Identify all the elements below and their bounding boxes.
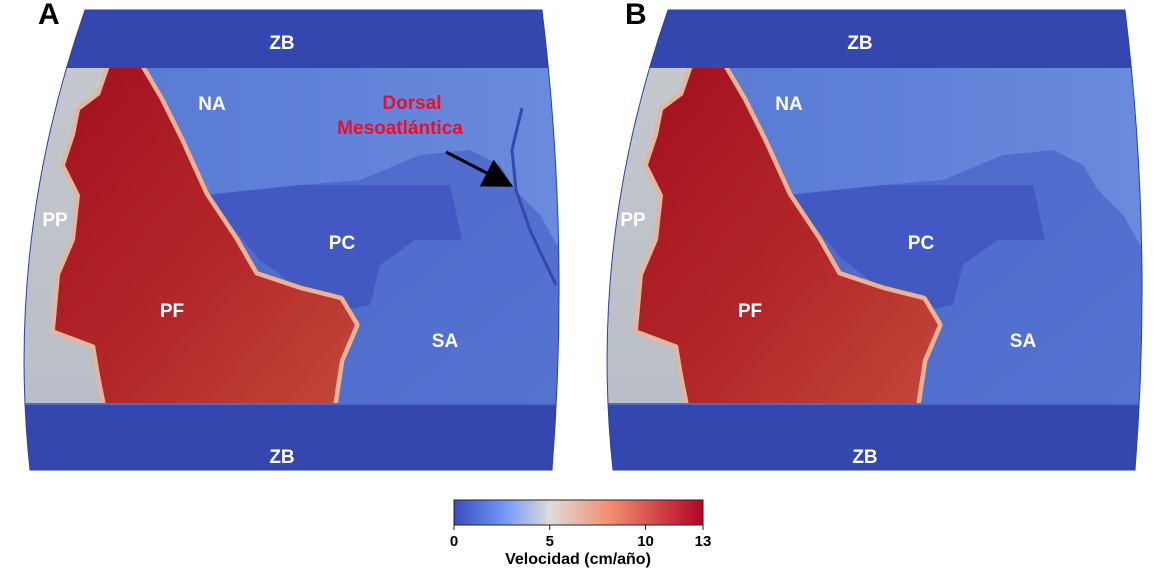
zb-band-top bbox=[24, 10, 560, 68]
label-sa: SA bbox=[432, 331, 459, 352]
na-plate bbox=[140, 66, 560, 250]
label-na: NA bbox=[775, 94, 803, 115]
label-pc: PC bbox=[329, 233, 356, 254]
colorbar-gradient bbox=[453, 499, 704, 526]
label-pf: PF bbox=[738, 301, 762, 322]
panel-b: B ZB NA PP PC PF SA ZB bbox=[606, 0, 1143, 471]
panel-letter-a: A bbox=[38, 0, 60, 31]
colorbar-title: Velocidad (cm/año) bbox=[505, 551, 651, 568]
zb-band-bottom bbox=[24, 404, 560, 470]
label-pp: PP bbox=[620, 210, 646, 231]
mid-atlantic-ridge bbox=[510, 107, 558, 286]
label-pf: PF bbox=[160, 301, 184, 322]
panel-a: A ZB NA PP PC PF SA ZB Dorsal Mesoatlánt… bbox=[23, 0, 560, 471]
pc-plate bbox=[788, 185, 1045, 310]
label-na: NA bbox=[198, 94, 226, 115]
label-pp: PP bbox=[42, 210, 68, 231]
colorbar: 0 5 10 13 Velocidad (cm/año) bbox=[450, 499, 712, 568]
na-plate bbox=[723, 66, 1143, 250]
label-zb-bottom: ZB bbox=[852, 447, 877, 468]
colorbar-tick-label: 0 bbox=[450, 533, 458, 550]
label-pc: PC bbox=[908, 233, 935, 254]
label-zb-top: ZB bbox=[847, 33, 872, 54]
colorbar-ticks: 0 5 10 13 bbox=[450, 525, 712, 550]
pc-plate bbox=[205, 185, 462, 310]
zb-band-bottom bbox=[607, 404, 1143, 470]
annotation-arrow bbox=[445, 150, 514, 187]
colorbar-tick-label: 5 bbox=[546, 533, 554, 550]
annotation-line-1: Dorsal bbox=[382, 93, 441, 114]
annotation-line-2: Mesoatlántica bbox=[337, 118, 463, 139]
zb-band-top bbox=[607, 10, 1143, 68]
pf-plate bbox=[55, 66, 355, 425]
colorbar-tick-label: 13 bbox=[695, 533, 712, 550]
colorbar-tick-label: 10 bbox=[637, 533, 654, 550]
label-sa: SA bbox=[1010, 331, 1037, 352]
label-zb-top: ZB bbox=[269, 33, 294, 54]
panel-letter-b: B bbox=[625, 0, 647, 31]
pf-plate bbox=[638, 66, 938, 425]
label-zb-bottom: ZB bbox=[269, 447, 294, 468]
